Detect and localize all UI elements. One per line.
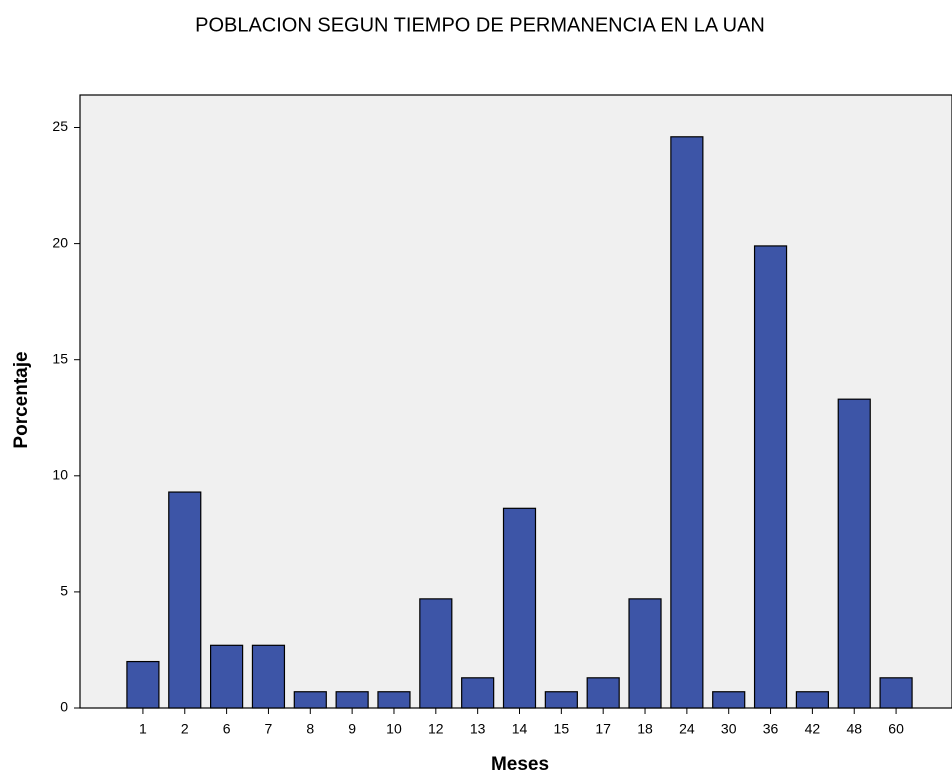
bar <box>879 677 913 709</box>
x-tick-label: 17 <box>595 721 611 737</box>
bar <box>586 677 620 709</box>
y-axis-label: Porcentaje <box>11 351 32 448</box>
bar <box>670 136 704 709</box>
x-tick-label: 42 <box>805 721 821 737</box>
bar <box>126 660 160 709</box>
x-axis-label: Meses <box>491 754 549 775</box>
bar <box>377 691 411 709</box>
x-tick-label: 48 <box>846 721 862 737</box>
chart-title: POBLACION SEGUN TIEMPO DE PERMANENCIA EN… <box>195 14 765 36</box>
bar <box>168 491 202 709</box>
x-tick-label: 8 <box>306 721 314 737</box>
x-tick-label: 36 <box>763 721 779 737</box>
bar <box>753 245 788 709</box>
x-tick-label: 18 <box>637 721 653 737</box>
x-tick-label: 2 <box>181 721 189 737</box>
bar <box>419 598 453 709</box>
y-tick-label: 0 <box>60 699 68 715</box>
x-tick-label: 14 <box>512 721 528 737</box>
x-tick-label: 9 <box>348 721 356 737</box>
x-tick-label: 60 <box>888 721 904 737</box>
x-tick-label: 6 <box>223 721 231 737</box>
x-tick-label: 30 <box>721 721 737 737</box>
x-tick-label: 15 <box>554 721 570 737</box>
bar <box>544 691 578 709</box>
bar <box>502 507 537 709</box>
bar <box>712 691 746 709</box>
bar <box>628 598 662 709</box>
x-tick-label: 1 <box>139 721 147 737</box>
x-tick-label: 10 <box>386 721 402 737</box>
bar <box>293 691 327 709</box>
bar <box>461 677 495 709</box>
bar <box>335 691 369 709</box>
y-tick-label: 20 <box>52 234 68 250</box>
bar <box>795 691 829 709</box>
bar <box>837 398 871 709</box>
bar <box>251 644 286 709</box>
y-tick-label: 5 <box>60 583 68 599</box>
y-tick-label: 10 <box>52 467 68 483</box>
bar <box>210 644 244 709</box>
x-tick-label: 12 <box>428 721 444 737</box>
x-tick-label: 7 <box>265 721 273 737</box>
x-tick-label: 13 <box>470 721 486 737</box>
y-tick-label: 25 <box>52 118 68 134</box>
y-tick-label: 15 <box>52 350 68 366</box>
x-tick-label: 24 <box>679 721 695 737</box>
